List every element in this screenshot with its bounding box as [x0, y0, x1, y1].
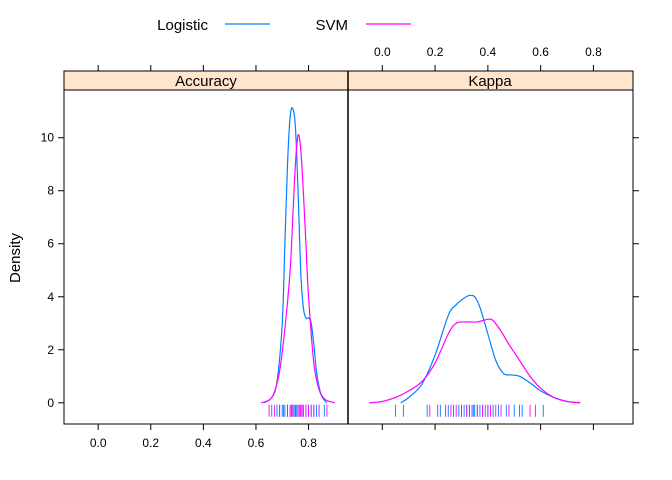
x-tick-label-accuracy: 0.0 [90, 436, 107, 450]
x-tick-label-kappa: 0.0 [374, 45, 391, 59]
y-tick-label: 0 [47, 396, 54, 410]
plot-frame-accuracy [63, 89, 349, 425]
ticks-accuracy: 0.0 0.2 0.4 0.6 0.8 [90, 65, 317, 450]
legend-label-svm: SVM [315, 17, 348, 34]
y-tick-label: 6 [47, 237, 54, 251]
rug-accuracy [268, 404, 328, 417]
x-tick-label-accuracy: 0.2 [142, 436, 159, 450]
density-curve-logistic-kappa [400, 294, 581, 404]
x-tick-label-accuracy: 0.4 [195, 436, 212, 450]
ticks-kappa: 0.0 0.2 0.4 0.6 0.8 [374, 45, 602, 430]
x-tick-label-accuracy: 0.8 [300, 436, 317, 450]
y-axis-title: Density [7, 232, 24, 283]
y-tick-label: 4 [47, 290, 54, 304]
curves-kappa [369, 294, 581, 404]
x-tick-label-kappa: 0.6 [532, 45, 549, 59]
rug-kappa [395, 404, 544, 417]
panel-accuracy: Accuracy 0.0 0.2 0.4 0.6 0.8 [63, 65, 349, 450]
legend: Logistic SVM [157, 17, 411, 34]
density-curve-svm-accuracy [261, 133, 335, 404]
density-curve-logistic-accuracy [263, 107, 328, 404]
x-tick-label-accuracy: 0.6 [248, 436, 265, 450]
strip-label-accuracy: Accuracy [175, 73, 237, 90]
x-tick-label-kappa: 0.4 [480, 45, 497, 59]
density-curve-svm-kappa [369, 318, 581, 404]
y-tick-label: 2 [47, 343, 54, 357]
plot-frame-kappa [347, 89, 634, 425]
y-tick-label: 8 [47, 184, 54, 198]
panel-kappa: Kappa 0.0 0.2 0.4 0.6 0.8 [347, 45, 634, 430]
curves-accuracy [261, 107, 335, 404]
x-tick-label-kappa: 0.8 [585, 45, 602, 59]
strip-label-kappa: Kappa [468, 73, 512, 90]
y-axis-ticks: 0 2 4 6 8 10 [41, 131, 639, 410]
legend-label-logistic: Logistic [157, 17, 208, 34]
y-tick-label: 10 [41, 131, 55, 145]
x-tick-label-kappa: 0.2 [427, 45, 444, 59]
